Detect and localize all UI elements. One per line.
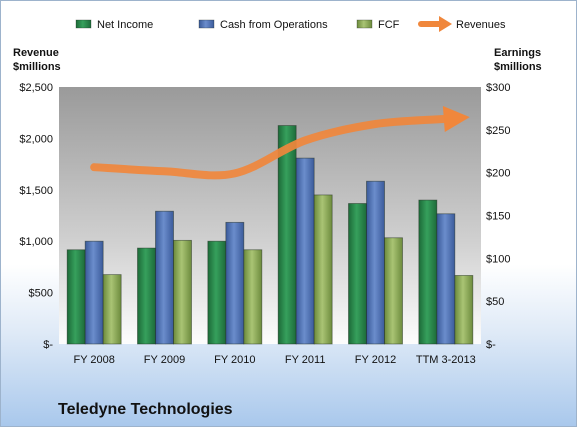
right-axis-title-line1: Earnings <box>494 47 541 59</box>
right-tick-label: $200 <box>486 168 510 180</box>
legend-label-cash-from-operations: Cash from Operations <box>220 19 328 31</box>
legend-swatch-cash-from-operations <box>198 19 215 29</box>
bar-marks <box>66 125 474 345</box>
right-tick-label: $300 <box>486 82 510 94</box>
bar-net-income <box>418 199 438 345</box>
bar-fcf <box>454 275 474 345</box>
right-axis-ticks: $- $50 $100 $150 $200 $250 $300 <box>486 82 510 351</box>
bar-net-income <box>207 240 227 345</box>
legend: Net Income Cash from Operations FCF Revenue… <box>75 16 506 32</box>
bar-cash-from-operations <box>366 180 385 345</box>
bar-fcf <box>102 274 122 345</box>
left-axis-title-line1: Revenue <box>13 47 59 59</box>
left-tick-label: $2,500 <box>19 82 53 94</box>
left-axis-title-line2: $millions <box>13 61 61 73</box>
right-tick-label: $150 <box>486 211 510 223</box>
right-axis-title-line2: $millions <box>494 61 542 73</box>
bar-cash-from-operations <box>436 213 456 345</box>
plot-area <box>59 87 481 344</box>
legend-swatch-fcf <box>356 19 373 29</box>
bar-fcf <box>384 237 403 345</box>
left-tick-label: $1,500 <box>19 185 53 197</box>
category-label: FY 2010 <box>214 354 255 366</box>
right-tick-label: $- <box>486 339 496 351</box>
category-label: FY 2012 <box>355 354 396 366</box>
right-tick-label: $250 <box>486 125 510 137</box>
left-axis-ticks: $- $500 $1,000 $1,500 $2,000 $2,500 <box>19 82 53 351</box>
bar-fcf <box>173 239 192 345</box>
bar-fcf <box>313 194 333 345</box>
bar-net-income <box>277 125 297 345</box>
legend-label-revenues: Revenues <box>456 19 506 31</box>
right-tick-label: $50 <box>486 296 504 308</box>
right-tick-label: $100 <box>486 253 510 265</box>
category-label: FY 2008 <box>73 354 114 366</box>
bar-cash-from-operations <box>84 240 104 345</box>
bar-cash-from-operations <box>295 157 315 345</box>
revenue-arrow-series <box>90 106 470 180</box>
legend-label-net-income: Net Income <box>97 19 153 31</box>
legend-label-fcf: FCF <box>378 19 400 31</box>
left-tick-label: $500 <box>29 288 53 300</box>
category-label: FY 2011 <box>285 354 326 366</box>
left-tick-label: $1,000 <box>19 236 53 248</box>
category-labels: FY 2008 FY 2009 FY 2010 FY 2011 FY 2012 TTM 3… <box>73 354 475 366</box>
legend-swatch-revenues-arrowhead <box>439 16 452 32</box>
bar-fcf <box>243 249 263 345</box>
bar-net-income <box>137 247 156 345</box>
category-label: TTM 3-2013 <box>416 354 476 366</box>
revenue-arrowhead <box>442 106 470 132</box>
left-tick-label: $2,000 <box>19 133 53 145</box>
bar-net-income <box>66 249 86 345</box>
bar-cash-from-operations <box>225 221 245 345</box>
legend-swatch-net-income <box>75 19 92 29</box>
bar-net-income <box>348 203 367 345</box>
bar-cash-from-operations <box>155 210 174 345</box>
revenue-line <box>90 114 450 180</box>
left-tick-label: $- <box>43 339 53 351</box>
company-name: Teledyne Technologies <box>58 401 233 418</box>
category-label: FY 2009 <box>144 354 185 366</box>
